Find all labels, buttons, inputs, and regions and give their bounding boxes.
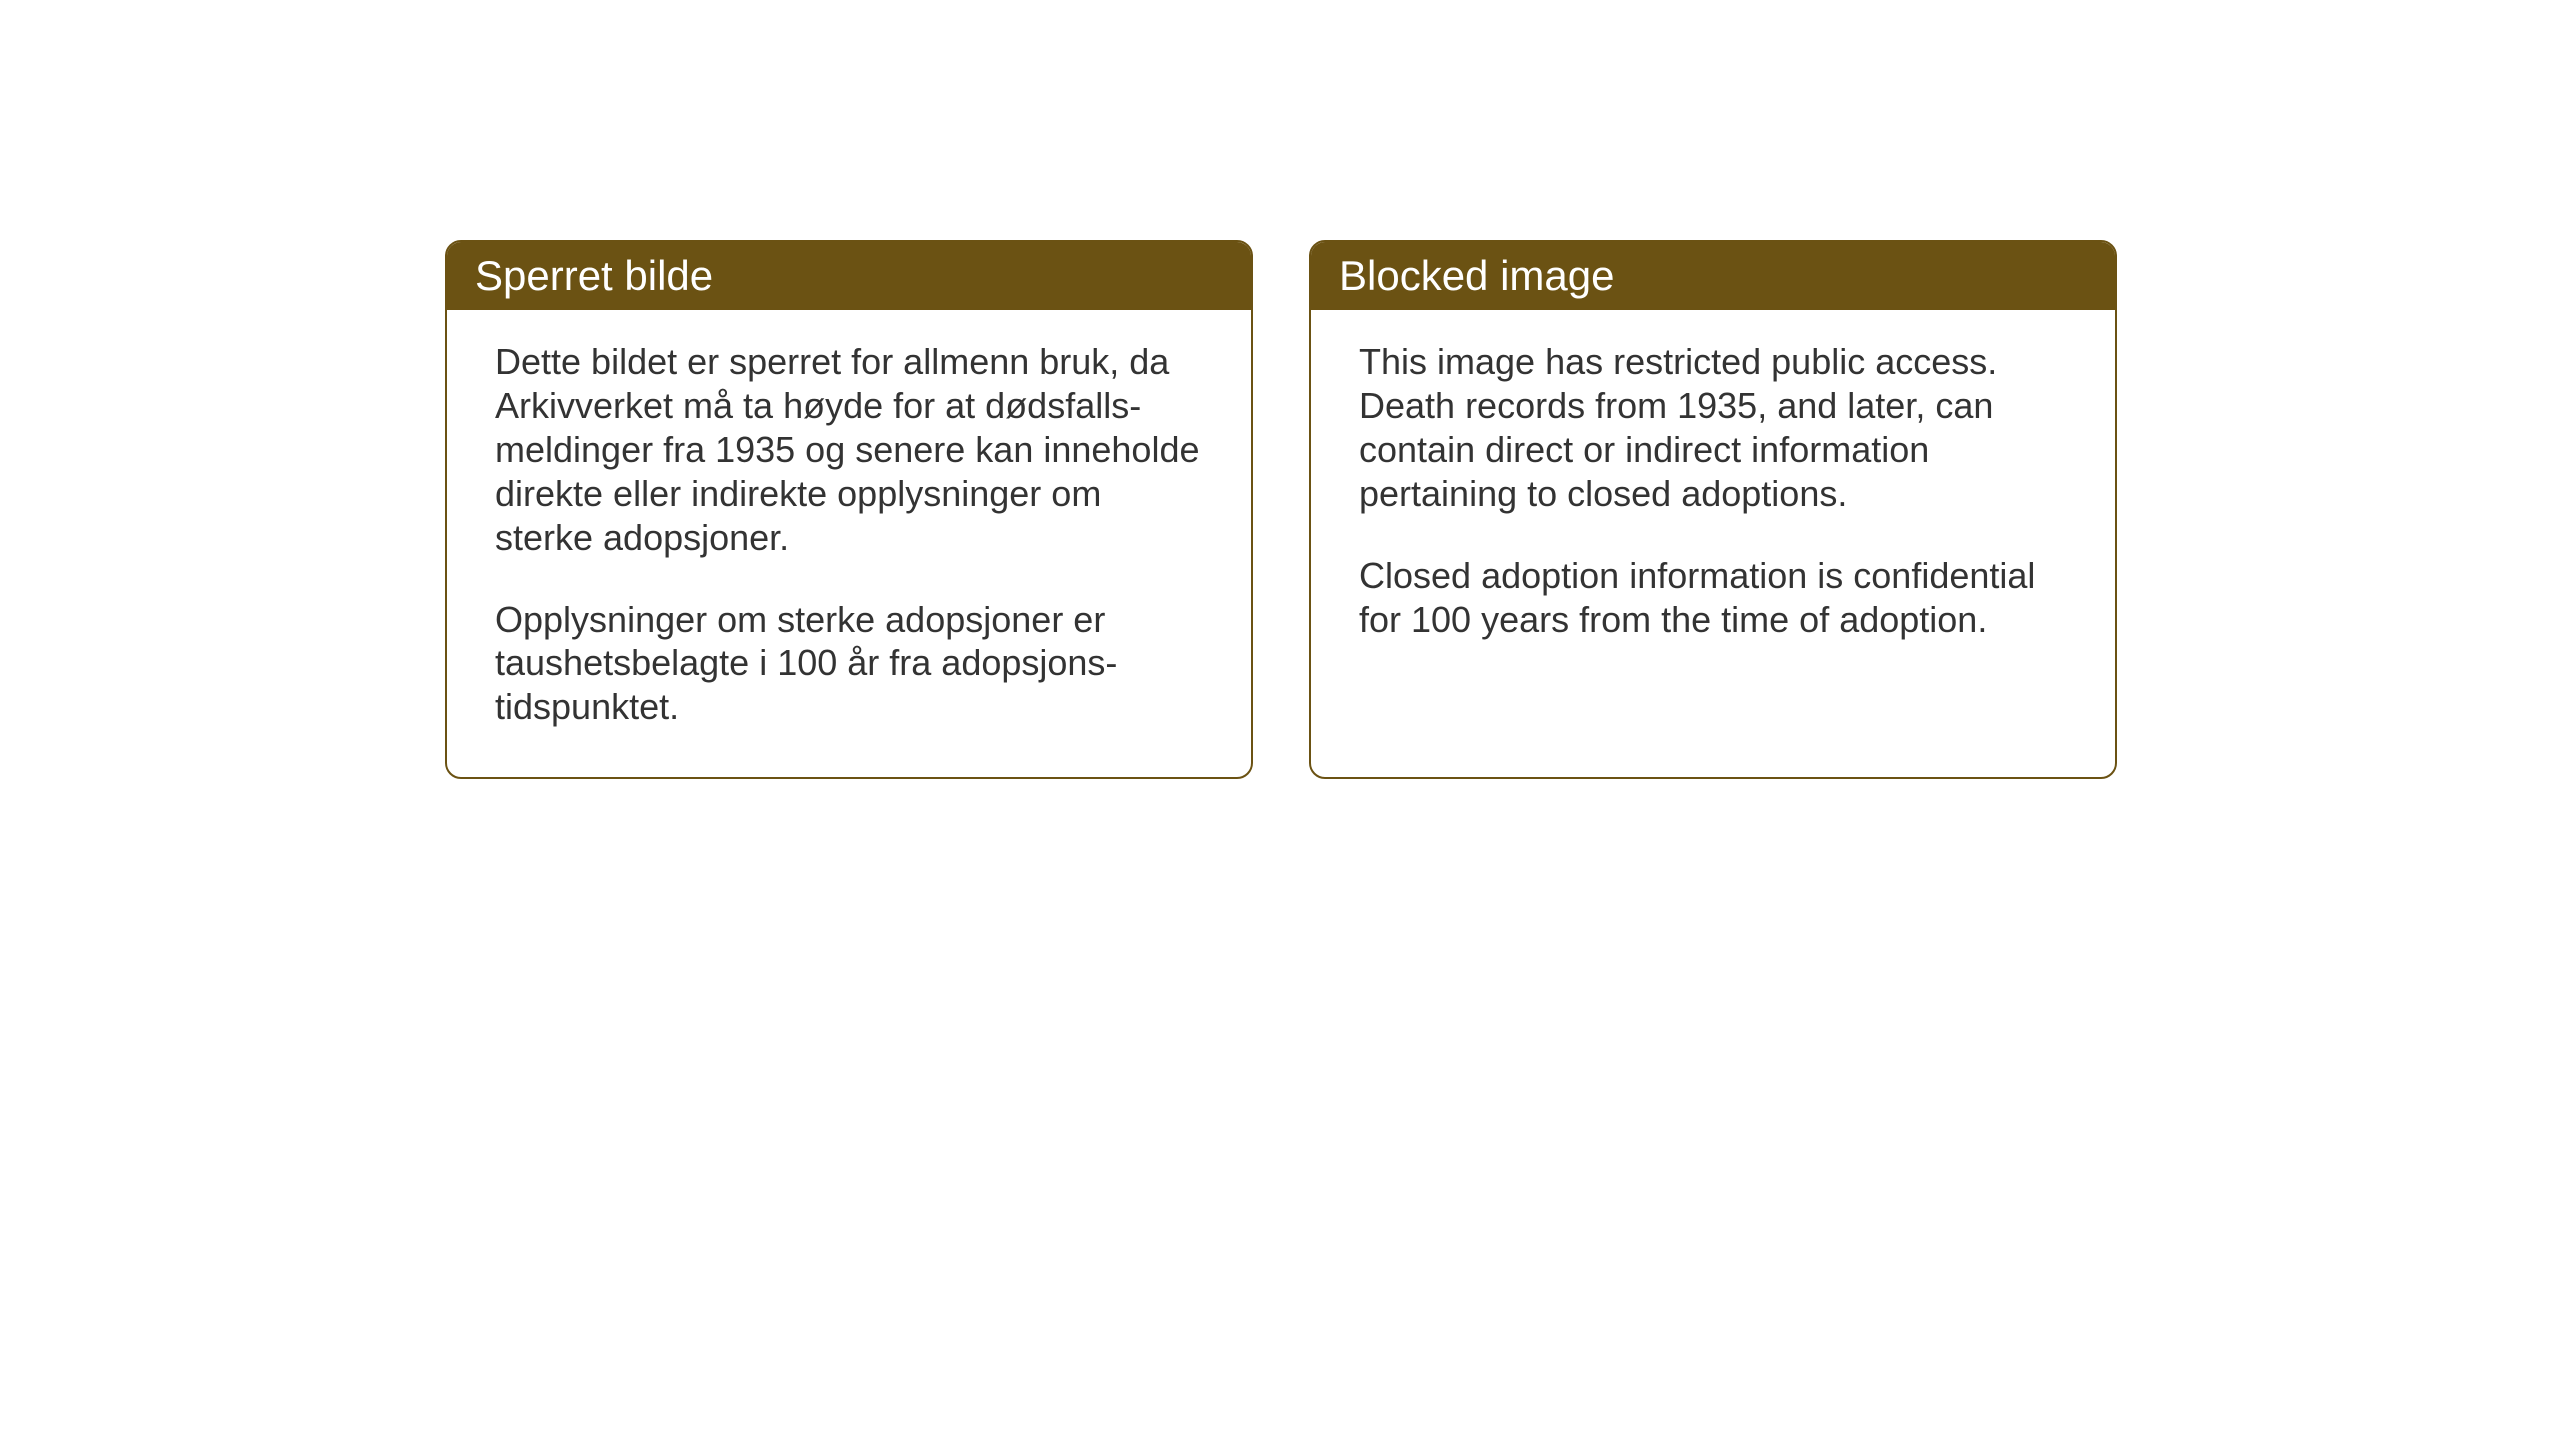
english-card-body: This image has restricted public access.… bbox=[1311, 310, 2115, 689]
norwegian-card-body: Dette bildet er sperret for allmenn bruk… bbox=[447, 310, 1251, 777]
cards-container: Sperret bilde Dette bildet er sperret fo… bbox=[445, 240, 2117, 779]
norwegian-card-title: Sperret bilde bbox=[447, 242, 1251, 310]
english-card-title: Blocked image bbox=[1311, 242, 2115, 310]
norwegian-card: Sperret bilde Dette bildet er sperret fo… bbox=[445, 240, 1253, 779]
norwegian-paragraph-2: Opplysninger om sterke adopsjoner er tau… bbox=[495, 598, 1203, 730]
english-paragraph-2: Closed adoption information is confident… bbox=[1359, 554, 2067, 642]
english-paragraph-1: This image has restricted public access.… bbox=[1359, 340, 2067, 516]
norwegian-paragraph-1: Dette bildet er sperret for allmenn bruk… bbox=[495, 340, 1203, 560]
english-card: Blocked image This image has restricted … bbox=[1309, 240, 2117, 779]
